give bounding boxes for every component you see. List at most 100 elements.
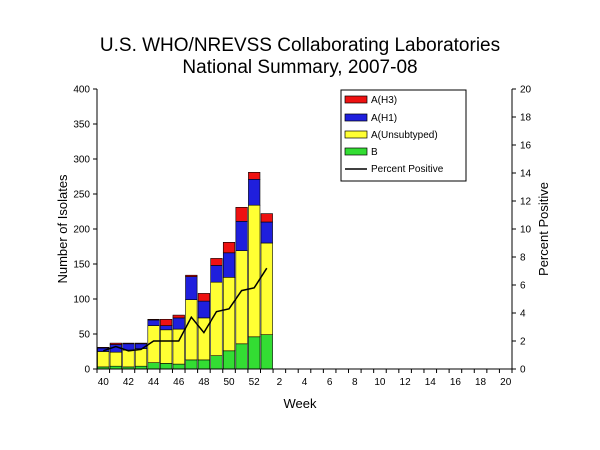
y-axis-title: Number of Isolates — [55, 174, 70, 284]
y2-tick-label: 20 — [520, 85, 532, 96]
bar-a-unsubtyped-42 — [122, 349, 135, 368]
bar-a-unsubtyped-48 — [197, 317, 210, 361]
bar-b-46 — [172, 363, 185, 370]
bar-a-unsubtyped-43 — [134, 348, 148, 367]
chart-title-line-2: National Summary, 2007-08 — [182, 57, 417, 78]
bar-a-h3-46 — [172, 314, 185, 319]
bar-a-unsubtyped-41 — [109, 351, 122, 367]
y2-tick-label: 10 — [520, 225, 532, 236]
bar-a-unsubtyped-47 — [185, 299, 198, 361]
x-tick-label: 2 — [277, 377, 283, 388]
x-tick-label: 44 — [148, 377, 160, 388]
bar-a-h3-52 — [248, 172, 261, 180]
y2-tick-label: 6 — [520, 281, 526, 292]
bar-a-h1-1 — [260, 221, 273, 244]
bar-a-h3-49 — [210, 258, 223, 266]
x-tick-label: 40 — [98, 377, 110, 388]
legend-swatch-a-unsubtyped — [344, 130, 368, 139]
y2-axis-title: Percent Positive — [536, 182, 551, 276]
y-tick-label: 400 — [73, 85, 90, 96]
legend-label-a-unsubtyped: A(Unsubtyped) — [371, 130, 438, 141]
bar-a-h1-49 — [210, 265, 223, 283]
x-tick-label: 6 — [327, 377, 333, 388]
y-tick-label: 0 — [84, 365, 90, 376]
y2-tick-label: 4 — [520, 309, 526, 320]
bar-b-50 — [222, 350, 236, 370]
bar-b-44 — [147, 362, 160, 370]
chart-title-line-1: U.S. WHO/NREVSS Collaborating Laboratori… — [100, 35, 500, 56]
chart-title: U.S. WHO/NREVSS Collaborating Laboratori… — [100, 35, 500, 78]
bar-b-45 — [160, 363, 173, 370]
x-tick-label: 10 — [374, 377, 386, 388]
x-tick-label: 42 — [123, 377, 135, 388]
bar-a-h3-47 — [185, 274, 198, 277]
y-tick-label: 250 — [73, 190, 90, 201]
bar-a-h1-48 — [197, 300, 210, 319]
bar-a-h3-48 — [197, 293, 210, 302]
y2-tick-label: 16 — [520, 141, 532, 152]
bar-a-h1-46 — [172, 317, 185, 330]
bars-group — [97, 172, 273, 370]
x-tick-label: 18 — [475, 377, 487, 388]
bar-a-h3-40 — [97, 346, 110, 349]
x-tick-label: 4 — [302, 377, 308, 388]
bar-a-h1-50 — [222, 252, 236, 278]
y-tick-label: 100 — [73, 295, 90, 306]
ticks-group: 0501001502002503003504000246810121416182… — [73, 85, 531, 389]
y-tick-label: 200 — [73, 225, 90, 236]
y2-tick-label: 12 — [520, 197, 532, 208]
bar-a-unsubtyped-45 — [160, 329, 173, 364]
y-tick-label: 50 — [79, 330, 91, 341]
legend-label-a-h1: A(H1) — [371, 113, 397, 124]
y2-tick-label: 14 — [520, 169, 532, 180]
bar-a-h3-44 — [147, 318, 160, 321]
bar-b-47 — [185, 359, 198, 370]
bar-a-h3-41 — [109, 342, 122, 345]
bar-a-unsubtyped-1 — [260, 242, 273, 335]
y2-tick-label: 8 — [520, 253, 526, 264]
x-tick-label: 46 — [173, 377, 185, 388]
y2-tick-label: 2 — [520, 337, 526, 348]
y-tick-label: 300 — [73, 155, 90, 166]
bar-b-1 — [260, 334, 273, 370]
legend: A(H3) A(H1) A(Unsubtyped) B Percent Posi… — [340, 89, 467, 182]
bar-a-h3-42 — [122, 342, 135, 345]
legend-swatch-a-h1 — [344, 113, 368, 122]
legend-label-a-h3: A(H3) — [371, 95, 397, 106]
bar-a-unsubtyped-50 — [222, 276, 236, 352]
x-tick-label: 52 — [249, 377, 261, 388]
bar-a-h1-45 — [160, 325, 173, 331]
x-tick-label: 20 — [500, 377, 512, 388]
bar-a-h3-45 — [160, 318, 173, 326]
bar-a-unsubtyped-52 — [248, 204, 261, 338]
bar-a-h1-47 — [185, 276, 198, 301]
y2-tick-label: 18 — [520, 113, 532, 124]
x-tick-label: 16 — [450, 377, 462, 388]
legend-label-b: B — [371, 147, 378, 158]
legend-swatch-a-h3 — [344, 95, 368, 104]
bar-a-h1-44 — [147, 319, 160, 326]
y-tick-label: 150 — [73, 260, 90, 271]
bar-b-51 — [235, 343, 248, 370]
legend-swatch-b — [344, 147, 368, 156]
bar-b-52 — [248, 336, 261, 370]
bar-a-h1-52 — [248, 179, 261, 206]
x-tick-label: 12 — [400, 377, 412, 388]
bar-a-h3-51 — [235, 207, 248, 222]
bar-a-h3-1 — [260, 213, 273, 223]
x-tick-label: 14 — [425, 377, 437, 388]
legend-label-percent-positive: Percent Positive — [371, 164, 444, 175]
bar-a-unsubtyped-40 — [97, 351, 110, 368]
x-tick-label: 8 — [352, 377, 358, 388]
bar-a-h3-43 — [134, 342, 148, 345]
bar-a-h3-50 — [222, 242, 236, 254]
y-tick-label: 350 — [73, 120, 90, 131]
percent-positive-line — [103, 267, 268, 352]
percent-positive-line-group — [103, 267, 268, 352]
bar-a-h1-51 — [235, 221, 248, 252]
bar-b-48 — [197, 359, 210, 370]
bar-b-49 — [210, 355, 223, 370]
x-tick-label: 48 — [198, 377, 210, 388]
